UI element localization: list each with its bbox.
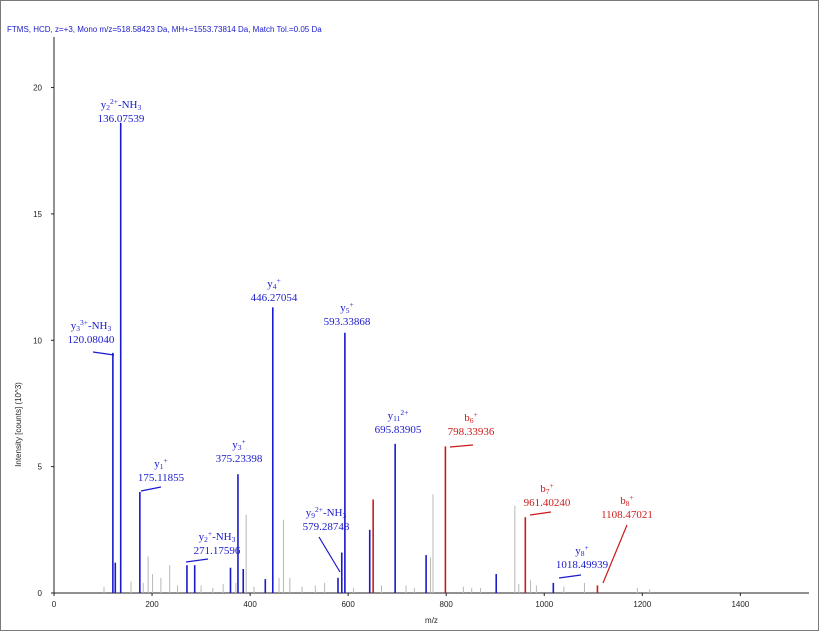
label-leader-line xyxy=(140,486,162,492)
ion-mz-label: 120.08040 xyxy=(68,334,115,346)
y-axis-label: Intensity [counts] (10^3) xyxy=(14,382,23,467)
ion-mz-label: 375.23398 xyxy=(216,453,263,465)
x-tick-label: 200 xyxy=(145,600,159,609)
label-leader-line xyxy=(185,558,209,563)
ion-name-label: y4+ xyxy=(267,276,280,291)
ion-mz-label: 695.83905 xyxy=(375,424,422,436)
x-tick-label: 1000 xyxy=(535,600,553,609)
ion-mz-label: 446.27054 xyxy=(251,292,298,304)
ion-mz-label: 798.33936 xyxy=(448,426,495,438)
x-tick-label: 1200 xyxy=(633,600,651,609)
ion-name-label: y33+-NH3 xyxy=(71,318,112,333)
y-tick-label: 15 xyxy=(33,210,42,219)
ion-name-label: y112+ xyxy=(388,408,409,423)
ion-name-label: y5+ xyxy=(340,300,353,315)
x-axis-label: m/z xyxy=(425,616,438,625)
ion-name-label: b6+ xyxy=(464,410,477,425)
label-leader-line xyxy=(92,351,115,356)
ion-name-label: y2+-NH3 xyxy=(199,529,236,544)
ion-name-label: y1+ xyxy=(154,456,167,471)
matched-peaks xyxy=(112,122,599,593)
y-tick-label: 0 xyxy=(38,589,43,598)
x-tick-label: 400 xyxy=(243,600,257,609)
ion-name-label: y92+-NH3 xyxy=(306,505,347,520)
x-tick-label: 800 xyxy=(440,600,454,609)
ion-name-label: y3+ xyxy=(232,437,245,452)
x-tick-label: 600 xyxy=(341,600,355,609)
ion-mz-label: 136.07539 xyxy=(98,113,145,125)
label-leader-line xyxy=(602,524,628,584)
label-leader-line xyxy=(558,574,582,579)
axes: 0 200 400 600 800 1000 1200 1400 0 5 10 15 20 xyxy=(33,37,809,609)
unmatched-peaks xyxy=(103,494,651,593)
ion-mz-label: 1018.49939 xyxy=(556,559,609,571)
ion-name-label: y8+ xyxy=(575,543,588,558)
ion-mz-label: 961.40240 xyxy=(524,497,571,509)
ion-name-label: y22+-NH3 xyxy=(101,97,142,112)
ion-name-label: b8+ xyxy=(620,493,633,508)
x-tick-label: 1400 xyxy=(731,600,749,609)
ion-mz-label: 271.17596 xyxy=(194,545,241,557)
label-leader-line xyxy=(529,511,552,516)
y-tick-label: 5 xyxy=(38,463,43,472)
ion-mz-label: 1108.47021 xyxy=(601,509,653,521)
ion-mz-label: 175.11855 xyxy=(138,472,185,484)
ion-mz-label: 579.28748 xyxy=(303,521,350,533)
ion-name-label: b7+ xyxy=(540,481,553,496)
y-tick-label: 20 xyxy=(33,84,42,93)
y-tick-label: 10 xyxy=(33,336,42,345)
x-tick-label: 0 xyxy=(52,600,57,609)
chart-title: FTMS, HCD, z=+3, Mono m/z=518.58423 Da, … xyxy=(7,25,322,34)
label-leader-line xyxy=(449,444,474,448)
label-leader-line xyxy=(318,536,341,573)
ion-mz-label: 593.33868 xyxy=(324,316,371,328)
